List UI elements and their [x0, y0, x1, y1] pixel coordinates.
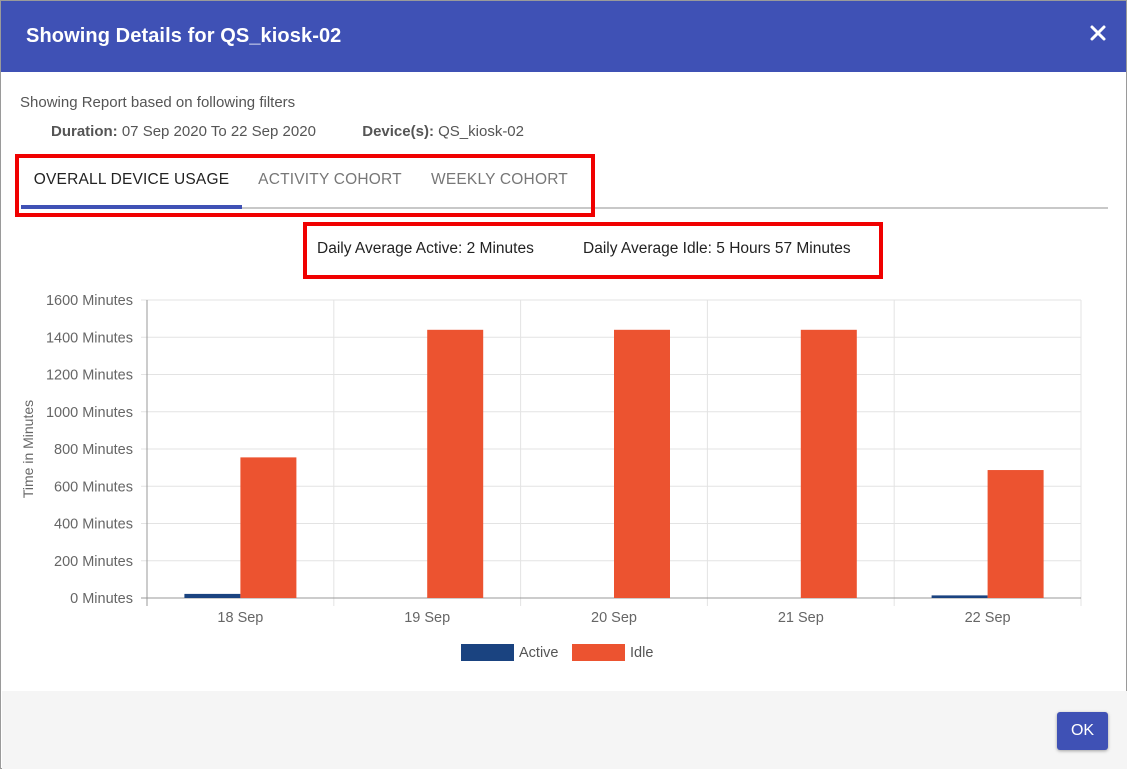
ok-button[interactable]: OK — [1057, 712, 1108, 750]
y-tick-label: 0 Minutes — [70, 591, 133, 607]
legend-swatch-idle — [572, 644, 625, 661]
bar-idle — [800, 329, 857, 598]
tabs-divider — [21, 207, 1108, 209]
y-tick-label: 200 Minutes — [54, 554, 133, 570]
y-tick-label: 1200 Minutes — [46, 368, 133, 384]
y-tick-label: 800 Minutes — [54, 442, 133, 458]
legend-label-idle: Idle — [630, 645, 653, 661]
x-tick-label: 20 Sep — [591, 610, 637, 626]
daily-average-active: Daily Average Active: 2 Minutes — [317, 240, 534, 257]
dialog-footer — [2, 691, 1127, 769]
dialog-title: Showing Details for QS_kiosk-02 — [26, 25, 342, 47]
tab-activity-cohort[interactable]: ACTIVITY COHORT — [258, 171, 402, 188]
y-axis-title: Time in Minutes — [20, 400, 36, 498]
x-tick-label: 18 Sep — [217, 610, 263, 626]
duration-label: Duration: — [51, 123, 118, 140]
close-icon-glyph — [1090, 25, 1106, 41]
bar-idle — [987, 470, 1044, 598]
dialog-header: Showing Details for QS_kiosk-02 — [1, 1, 1126, 72]
device-label: Device(s): — [362, 123, 434, 140]
tab-weekly-cohort[interactable]: WEEKLY COHORT — [431, 171, 568, 188]
y-tick-label: 600 Minutes — [54, 479, 133, 495]
tab-overall-device-usage[interactable]: OVERALL DEVICE USAGE — [33, 171, 230, 188]
bar-idle — [614, 329, 670, 598]
active-tab-indicator — [21, 205, 242, 209]
filters-row: Duration: 07 Sep 2020 To 22 Sep 2020 Dev… — [51, 123, 524, 140]
x-tick-label: 21 Sep — [778, 610, 824, 626]
bar-active — [184, 593, 241, 598]
summary-highlight-box — [303, 222, 883, 279]
device-value: QS_kiosk-02 — [438, 123, 524, 140]
y-tick-label: 1600 Minutes — [46, 293, 133, 309]
close-icon[interactable] — [1086, 21, 1110, 45]
x-tick-label: 19 Sep — [404, 610, 450, 626]
filters-caption: Showing Report based on following filter… — [20, 94, 296, 111]
usage-bar-chart: 0 Minutes 200 Minutes 400 Minutes 600 Minut… — [20, 293, 1082, 661]
legend-swatch-active — [461, 644, 514, 661]
x-tick-label: 22 Sep — [965, 610, 1011, 626]
bar-idle — [240, 457, 297, 598]
bar-active — [931, 595, 988, 598]
tabs-highlight-box — [15, 154, 595, 217]
legend-label-active: Active — [519, 645, 559, 661]
y-tick-label: 1400 Minutes — [46, 330, 133, 346]
y-tick-label: 1000 Minutes — [46, 405, 133, 421]
daily-average-idle: Daily Average Idle: 5 Hours 57 Minutes — [583, 240, 851, 257]
bar-idle — [427, 329, 484, 598]
y-tick-label: 400 Minutes — [54, 517, 133, 533]
duration-value: 07 Sep 2020 To 22 Sep 2020 — [121, 123, 316, 140]
